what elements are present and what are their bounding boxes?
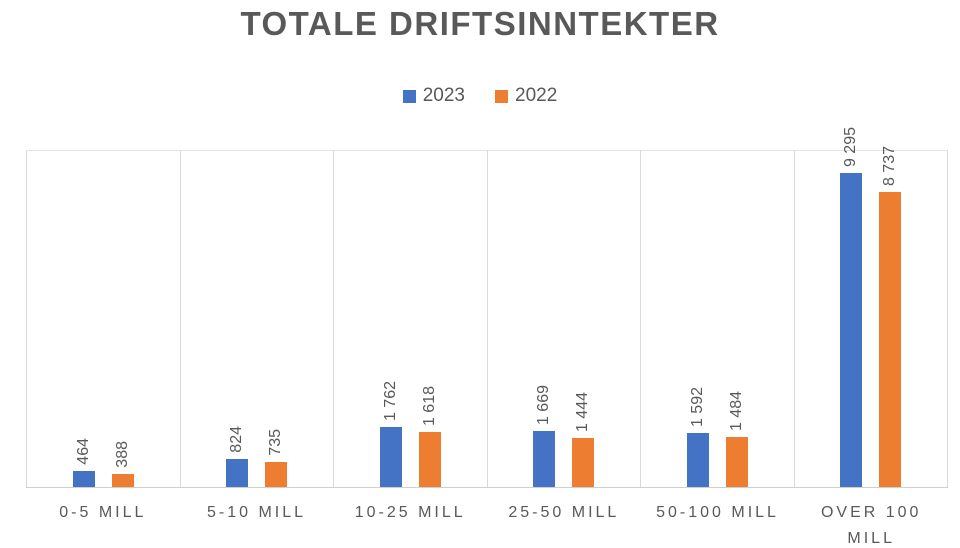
data-label: 1 618 xyxy=(420,385,438,426)
bar-group: 388 xyxy=(111,441,134,487)
category-cell: 1 669 1 444 xyxy=(486,151,641,487)
data-label: 1 592 xyxy=(688,386,706,427)
bar-2023 xyxy=(533,431,556,487)
bar-pair: 464 388 xyxy=(72,438,134,487)
category-cell: 824 735 xyxy=(179,151,334,487)
bar-pair: 1 592 1 484 xyxy=(686,386,748,487)
data-label: 1 484 xyxy=(727,390,745,431)
legend-label: 2022 xyxy=(515,85,558,106)
bar-group: 735 xyxy=(265,429,288,487)
data-label: 735 xyxy=(267,429,285,456)
legend: 2023 2022 xyxy=(0,85,960,107)
x-axis-label: 50-100 MILL xyxy=(656,504,779,521)
data-label: 1 762 xyxy=(381,380,399,421)
bar-group: 1 762 xyxy=(379,380,402,487)
legend-swatch xyxy=(495,89,508,103)
category-cell: 1 762 1 618 xyxy=(333,151,487,487)
bar-2022 xyxy=(572,438,595,487)
bar-pair: 1 669 1 444 xyxy=(533,384,595,487)
data-label: 1 444 xyxy=(574,391,592,432)
x-axis-label: 0-5 MILL xyxy=(59,504,147,521)
bar-2022 xyxy=(111,474,134,487)
legend-item: 2023 xyxy=(402,85,465,107)
data-label: 464 xyxy=(74,438,92,465)
category-cell: 1 592 1 484 xyxy=(640,151,794,487)
bar-group: 824 xyxy=(226,426,249,487)
bar-2023 xyxy=(379,427,402,487)
bar-group: 1 669 xyxy=(533,384,556,487)
bar-2022 xyxy=(879,192,902,487)
bar-group: 464 xyxy=(72,438,95,487)
legend-swatch xyxy=(402,89,416,103)
bar-2023 xyxy=(840,173,863,487)
x-axis-label: 5-10 MILL xyxy=(206,504,307,521)
bar-2023 xyxy=(686,433,709,487)
bar-pair: 824 735 xyxy=(226,426,288,487)
bar-2022 xyxy=(418,432,441,487)
category-cell: 9 295 8 737 xyxy=(793,127,948,487)
bar-group: 8 737 xyxy=(879,145,902,487)
x-axis-label: 10-25 MILL xyxy=(354,504,466,521)
bar-2022 xyxy=(725,437,748,487)
bar-pair: 9 295 8 737 xyxy=(840,126,902,487)
bar-2022 xyxy=(265,462,288,487)
data-label: 388 xyxy=(113,441,131,468)
bar-group: 1 592 xyxy=(686,386,709,487)
plot-area: 464 388 824 735 1 762 1 618 1 669 1 444 1 592 1 4… xyxy=(26,127,948,488)
data-label: 9 295 xyxy=(842,126,860,167)
bar-2023 xyxy=(226,459,249,487)
bar-group: 1 444 xyxy=(572,391,595,487)
bar-group: 1 618 xyxy=(418,385,441,487)
legend-label: 2023 xyxy=(422,85,465,106)
bar-group: 1 484 xyxy=(725,390,748,487)
bar-2023 xyxy=(72,471,95,487)
x-axis-labels: 0-5 MILL 5-10 MILL 10-25 MILL 25-50 MILL 50-… xyxy=(26,500,948,548)
legend-item: 2022 xyxy=(495,85,557,107)
data-label: 824 xyxy=(228,426,246,453)
bar-group: 9 295 xyxy=(840,126,863,487)
bar-pair: 1 762 1 618 xyxy=(379,380,441,487)
data-label: 8 737 xyxy=(881,145,899,186)
data-label: 1 669 xyxy=(535,384,553,425)
category-cell: 464 388 xyxy=(26,151,180,487)
x-axis-label: OVER 100 MILL xyxy=(820,504,922,548)
x-axis-label: 25-50 MILL xyxy=(508,504,620,521)
chart-title: TOTALE DRIFTSINNTEKTER xyxy=(240,5,720,42)
